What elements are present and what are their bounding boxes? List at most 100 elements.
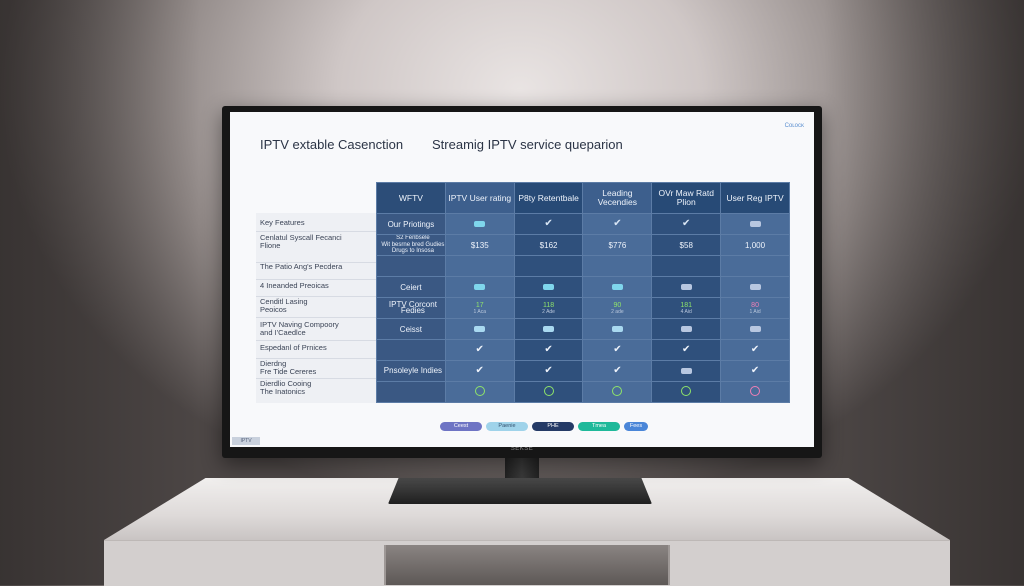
feature-label: Espedanl of Prnices	[260, 343, 327, 352]
rating-value: 118	[542, 301, 555, 309]
value-cell: ✔	[513, 360, 584, 382]
wall-shadow-left	[0, 0, 200, 585]
table-row: Our Priotings ✔ ✔ ✔	[376, 213, 790, 235]
table-row	[376, 381, 790, 403]
table-row: Pnsoleyle Indies ✔ ✔ ✔ ✔	[376, 360, 790, 382]
feature-cell: Our Priotings	[376, 213, 446, 235]
feature-cell: Ceisst	[376, 318, 446, 340]
value-cell: ✔	[444, 360, 515, 382]
filter-pill-group: Ceest Paenie PHE Tmea Fees	[440, 422, 648, 431]
value-cell: 17 1 Aca	[444, 297, 515, 319]
rating-block: 118 2 Ade	[515, 301, 582, 315]
value-cell	[720, 213, 790, 235]
value-cell: $776	[582, 234, 653, 256]
rating-value: 90	[613, 301, 622, 309]
checkmark-icon: ✔	[613, 365, 622, 376]
value-cell: 181 4 Aid	[651, 297, 722, 319]
toggle-bar-icon	[474, 325, 486, 332]
table-row: ✔ ✔ ✔ ✔ ✔	[376, 339, 790, 361]
column-header: User Reg IPTV	[720, 182, 790, 214]
price-value: $58	[679, 240, 693, 250]
cabinet-divider	[668, 545, 670, 585]
ring-icon	[750, 386, 761, 396]
feature-label: Cenlatul Syscall Fecanci Flione	[260, 233, 342, 250]
table-row: Ceiert	[376, 276, 790, 298]
feature-cell: IPTV Corcont Fedies	[376, 297, 446, 319]
pill-button[interactable]: Paenie	[486, 422, 528, 431]
row-divider	[256, 296, 376, 297]
checkmark-icon: ✔	[475, 344, 484, 355]
checkmark-icon: ✔	[544, 218, 553, 229]
rating-subtext: 2 ade	[611, 308, 624, 315]
value-cell	[651, 318, 722, 340]
feature-cell	[376, 381, 446, 403]
cabinet-divider	[384, 545, 386, 585]
rating-block: 80 1 Aid	[722, 301, 789, 315]
value-cell: 90 2 ade	[582, 297, 653, 319]
rating-subtext: 1 Aid	[749, 308, 761, 315]
feature-cell: S2 Fenbsele Wit besrne bred Gudies Drugs…	[376, 234, 446, 256]
feature-sidebar	[256, 213, 376, 403]
value-cell	[651, 276, 722, 298]
rating-block: 181 4 Aid	[653, 302, 720, 315]
value-cell: ✔	[582, 360, 653, 382]
value-cell: ✔	[582, 339, 653, 361]
toggle-bar-icon	[680, 367, 692, 374]
checkmark-icon: ✔	[613, 218, 622, 229]
value-cell	[444, 381, 515, 403]
toggle-bar-icon	[474, 220, 486, 227]
ring-icon	[543, 386, 554, 396]
ring-icon	[681, 386, 692, 396]
checkmark-icon: ✔	[475, 365, 484, 376]
row-divider	[256, 358, 376, 359]
column-header: WFTV	[376, 182, 446, 214]
rating-block: 90 2 ade	[584, 301, 651, 315]
value-cell	[444, 213, 515, 235]
row-divider	[256, 262, 376, 263]
value-cell: ✔	[651, 339, 722, 361]
toggle-bar-icon	[749, 283, 761, 290]
rating-value: 17	[475, 301, 484, 309]
value-cell	[720, 318, 790, 340]
value-cell	[444, 276, 515, 298]
value-cell	[720, 255, 790, 277]
feature-label: 4 Ineanded Preoicas	[260, 281, 329, 290]
value-cell	[720, 381, 790, 403]
feature-cell	[376, 339, 446, 361]
feature-cell: Pnsoleyle Indies	[376, 360, 446, 382]
value-cell	[651, 255, 722, 277]
tv-stand-base	[388, 478, 652, 504]
value-cell: ✔	[651, 213, 722, 235]
rating-value: 80	[751, 301, 759, 309]
toggle-bar-icon	[474, 283, 486, 290]
pill-button[interactable]: Tmea	[578, 422, 620, 431]
value-cell	[651, 381, 722, 403]
pill-button[interactable]: Ceest	[440, 422, 482, 431]
column-header: OVr Maw Ratd Plion	[651, 182, 722, 214]
value-cell: 80 1 Aid	[720, 297, 790, 319]
checkmark-icon: ✔	[613, 344, 622, 355]
value-cell: ✔	[444, 339, 515, 361]
feature-label: Key Features	[260, 218, 305, 227]
value-cell	[513, 276, 584, 298]
price-value: 1,000	[745, 240, 766, 250]
value-cell	[720, 276, 790, 298]
rating-subtext: 1 Aca	[473, 308, 486, 315]
value-cell	[582, 276, 653, 298]
toggle-bar-icon	[611, 325, 623, 332]
row-divider	[256, 279, 376, 280]
table-row	[376, 255, 790, 277]
checkmark-icon: ✔	[682, 344, 691, 355]
toggle-bar-icon	[749, 325, 761, 332]
value-cell	[513, 381, 584, 403]
table-row: Ceisst	[376, 318, 790, 340]
checkmark-icon: ✔	[544, 344, 553, 355]
feature-cell	[376, 255, 446, 277]
value-cell	[444, 318, 515, 340]
rating-subtext: 4 Aid	[680, 308, 692, 315]
pill-button[interactable]: Fees	[624, 422, 648, 431]
value-cell: ✔	[720, 360, 790, 382]
toggle-bar-icon	[611, 283, 623, 290]
pill-button[interactable]: PHE	[532, 422, 574, 431]
toggle-bar-icon	[680, 325, 692, 332]
